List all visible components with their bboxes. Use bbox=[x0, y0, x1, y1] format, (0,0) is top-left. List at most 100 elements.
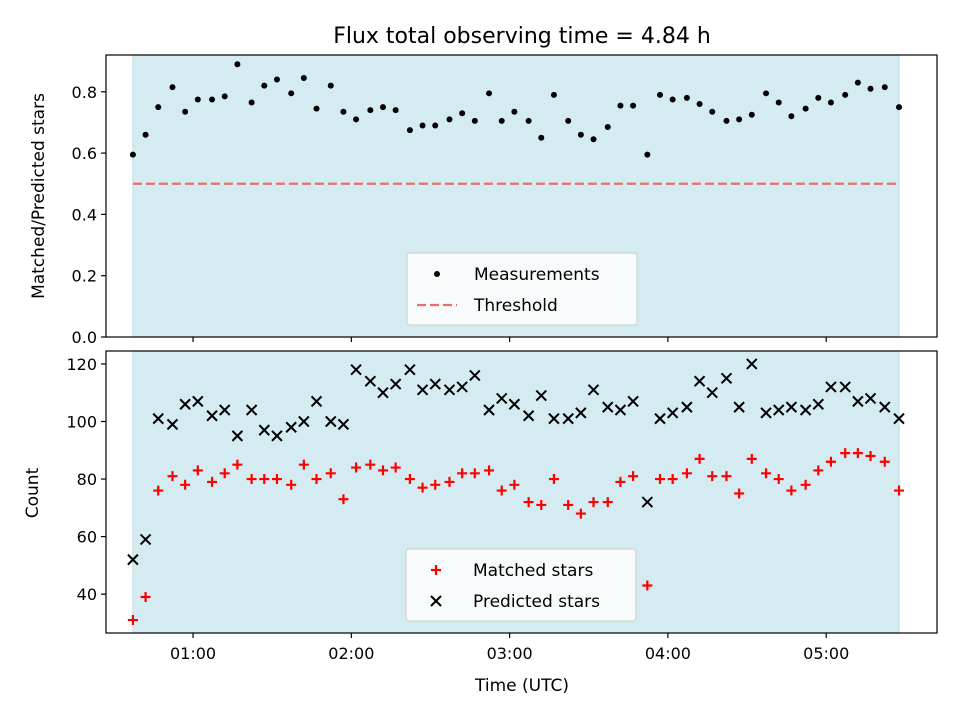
data-point bbox=[390, 462, 401, 473]
data-point bbox=[615, 476, 626, 487]
data-point bbox=[720, 372, 733, 385]
data-point bbox=[209, 96, 216, 103]
data-point bbox=[259, 474, 270, 485]
data-point bbox=[604, 124, 611, 131]
legend-label: Matched stars bbox=[473, 561, 593, 581]
data-point bbox=[763, 90, 770, 97]
data-point bbox=[310, 395, 323, 408]
data-point bbox=[471, 117, 478, 124]
bottom-y-axis-label: Count bbox=[23, 467, 43, 518]
data-point bbox=[340, 108, 347, 115]
data-point bbox=[667, 474, 678, 485]
data-point bbox=[709, 108, 716, 115]
data-point bbox=[298, 459, 309, 470]
data-point bbox=[590, 136, 597, 143]
data-point bbox=[630, 102, 637, 109]
data-point bbox=[681, 468, 692, 479]
y-tick-label: 0.2 bbox=[72, 267, 97, 286]
data-point bbox=[825, 456, 836, 467]
data-point bbox=[419, 122, 426, 129]
data-point bbox=[788, 113, 795, 120]
data-point bbox=[802, 105, 809, 112]
data-point bbox=[469, 369, 481, 382]
x-tick-label: 01:00 bbox=[170, 644, 216, 663]
data-point bbox=[773, 474, 784, 485]
data-point bbox=[457, 468, 468, 479]
data-point bbox=[736, 116, 743, 123]
data-point bbox=[446, 116, 453, 123]
data-point bbox=[669, 96, 676, 103]
data-point bbox=[288, 90, 295, 97]
data-point bbox=[392, 107, 399, 114]
data-point bbox=[734, 488, 745, 499]
data-point bbox=[337, 418, 350, 431]
data-point bbox=[483, 404, 495, 416]
data-point bbox=[881, 84, 888, 91]
data-point bbox=[696, 101, 703, 108]
data-point bbox=[644, 151, 651, 158]
data-point bbox=[378, 465, 388, 476]
legend: Matched stars Predicted stars bbox=[405, 548, 637, 622]
data-point bbox=[404, 363, 416, 376]
data-point bbox=[827, 99, 834, 106]
data-point bbox=[285, 421, 297, 433]
data-point bbox=[129, 151, 136, 158]
data-point bbox=[416, 384, 429, 396]
data-point bbox=[575, 407, 587, 419]
legend-swatch bbox=[431, 565, 441, 575]
x-tick-label: 04:00 bbox=[645, 644, 691, 663]
data-point bbox=[221, 93, 228, 100]
data-point bbox=[179, 398, 191, 410]
data-point bbox=[723, 117, 730, 124]
data-point bbox=[496, 392, 508, 405]
data-point bbox=[707, 471, 718, 482]
data-point bbox=[273, 76, 280, 83]
y-tick-label: 0.6 bbox=[72, 144, 97, 163]
data-point bbox=[155, 104, 162, 111]
data-point bbox=[231, 430, 244, 442]
data-point bbox=[627, 395, 639, 408]
data-point bbox=[813, 465, 824, 476]
data-point bbox=[139, 533, 152, 546]
data-point bbox=[207, 476, 218, 487]
data-point bbox=[248, 99, 255, 106]
top-y-axis-label: Matched/Predicted stars bbox=[29, 93, 49, 299]
data-point bbox=[469, 468, 480, 479]
data-point bbox=[642, 580, 653, 591]
data-point bbox=[245, 404, 258, 416]
data-point bbox=[587, 384, 600, 396]
series-predicted-stars bbox=[127, 358, 905, 566]
data-point bbox=[406, 127, 413, 134]
data-point bbox=[536, 499, 547, 510]
data-point bbox=[657, 91, 663, 98]
data-point bbox=[271, 474, 282, 485]
data-point bbox=[351, 462, 362, 473]
data-point bbox=[484, 465, 495, 476]
data-point bbox=[852, 448, 863, 459]
data-point bbox=[311, 474, 322, 485]
x-axis-label: Time (UTC) bbox=[474, 676, 569, 696]
legend-entry: Measurements bbox=[434, 265, 600, 285]
data-point bbox=[535, 389, 547, 402]
series-measurements bbox=[129, 61, 903, 158]
legend-swatch bbox=[434, 271, 440, 277]
data-point bbox=[443, 384, 456, 396]
data-point bbox=[896, 104, 903, 111]
data-point bbox=[733, 401, 745, 413]
data-point bbox=[812, 398, 824, 410]
data-point bbox=[219, 468, 230, 479]
data-point bbox=[548, 412, 560, 425]
data-point bbox=[365, 459, 376, 470]
axes-frame bbox=[105, 54, 938, 338]
data-point bbox=[617, 102, 624, 109]
data-point bbox=[865, 451, 876, 462]
data-point bbox=[654, 412, 666, 425]
data-point bbox=[602, 497, 613, 508]
data-point bbox=[417, 482, 428, 493]
data-point bbox=[550, 91, 557, 98]
data-point bbox=[364, 375, 377, 387]
data-point bbox=[706, 387, 718, 399]
data-point bbox=[508, 398, 521, 410]
data-point bbox=[459, 110, 466, 117]
